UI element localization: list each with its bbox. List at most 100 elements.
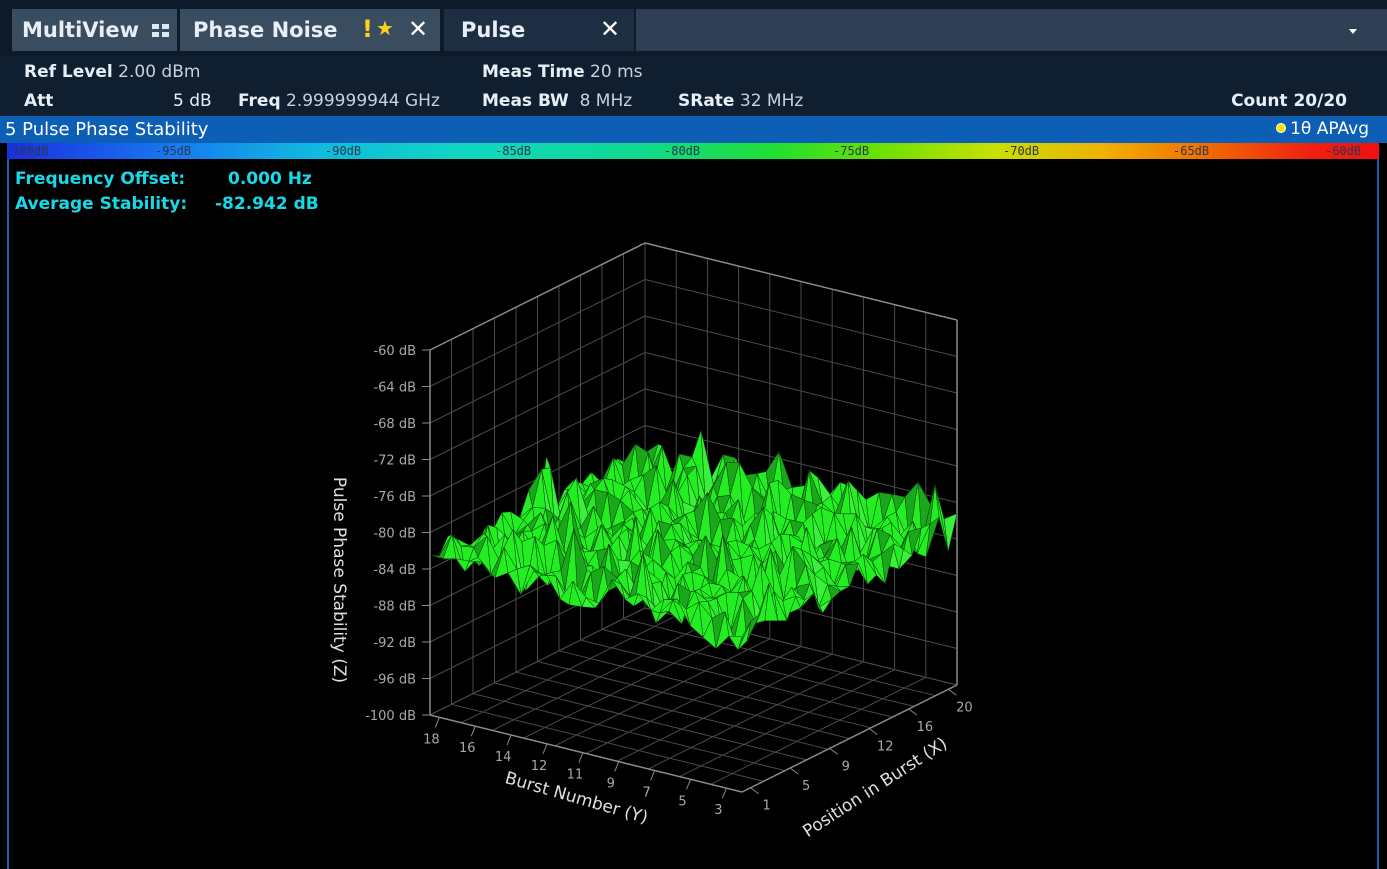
frequency-offset-value: 0.000 Hz [228,169,312,189]
z-tick-label: -60 dB [373,344,416,359]
z-tick-label: -96 dB [373,673,416,688]
x-tick-mark [829,747,839,755]
axis-edge [429,714,743,793]
tab-multiview[interactable]: MultiView [12,9,177,51]
z-tick-label: -76 dB [373,490,416,505]
trace-info: 1θ APAvg [1276,119,1369,139]
tab-bar: MultiView Phase Noise ! ★ ✕ Pulse ✕ [0,0,1387,56]
z-tick-label: -84 dB [373,563,416,578]
surface-facet [585,597,600,609]
tab-pulse-label: Pulse [461,18,526,42]
axis-edge [741,684,958,793]
count-readout: Count 20/20 [1231,91,1347,111]
axis-edge [429,242,646,351]
color-scale-label: -65dB [1173,144,1210,158]
floor-gridline [710,676,927,785]
y-tick-label: 18 [423,732,440,747]
tab-phase-noise-label: Phase Noise [193,18,338,42]
surface-facet [715,611,730,650]
color-scale-label: -75dB [833,144,870,158]
floor-gridline [472,693,786,772]
y-tick-label: 9 [607,777,615,792]
y-tick-mark [686,779,691,790]
frequency-offset-label: Frequency Offset: [15,169,186,189]
surface-facet [546,574,561,600]
back-wall-gridline [644,315,958,394]
side-wall-gridline [429,315,646,424]
z-tick-label: -80 dB [373,527,416,542]
x-tick-mark [868,728,878,736]
color-scale-label: -85dB [495,144,532,158]
x-tick-label: 5 [802,779,810,794]
surface-facet [520,564,535,596]
floor-gridline [679,669,895,778]
color-scale-bar: -100dB -95dB -90dB -85dB -80dB -75dB -70… [5,143,1379,159]
y-tick-mark [578,752,584,763]
y-tick-label: 14 [495,750,512,765]
srate: SRate 32 MHz [678,91,804,111]
ref-level: Ref Level 2.00 dBm [24,62,201,82]
star-icon: ★ [376,16,394,40]
surface-facet [702,617,717,650]
back-wall-gridline [644,425,958,503]
x-tick-label: 9 [842,759,850,774]
plot-area[interactable]: Frequency Offset: 0.000 Hz Average Stabi… [7,159,1379,869]
tab-phase-noise[interactable]: Phase Noise ! ★ ✕ [180,9,440,51]
surface-facet [624,593,639,607]
x-tick-mark [948,688,957,696]
y-tick-mark [542,743,548,755]
y-tick-mark [650,770,656,781]
x-tick-mark [789,767,799,775]
window-title-bar: 5 Pulse Phase Stability 1θ APAvg [0,116,1387,143]
y-tick-mark [506,734,512,746]
tab-pulse[interactable]: Pulse ✕ [444,9,634,51]
floor-gridline [648,661,864,770]
y-tick-mark [434,717,440,728]
back-wall-gridline [644,388,958,467]
floor-gridline [616,653,833,762]
y-tick-label: 12 [531,759,548,774]
surface-facet [494,547,509,579]
x-tick-mark [750,787,759,795]
z-tick-label: -68 dB [373,417,416,432]
x-tick-label: 20 [956,700,973,715]
color-scale-label: -70dB [1003,144,1040,158]
settings-bar: Ref Level 2.00 dBm Att 5 dB Freq 2.99999… [0,56,1387,116]
floor-gridline [451,703,764,782]
y-tick-label: 5 [678,794,686,809]
color-scale-label: -100dB [5,144,49,158]
meas-bw: Meas BW 8 MHz [482,91,633,111]
x-tick-label: 1 [762,799,770,814]
side-wall-gridline [429,279,646,387]
axis-edge [644,242,958,321]
multiview-grid-icon [152,24,170,37]
z-tick-label: -88 dB [373,600,416,615]
surface-facet [559,580,574,606]
surface-facet [637,593,652,611]
dropdown-arrow-icon[interactable] [1349,29,1357,34]
close-phase-noise-icon[interactable]: ✕ [408,15,429,43]
att-value: 5 dB [173,91,212,111]
y-tick-label: 16 [459,741,476,756]
color-scale-label: -60dB [1325,144,1362,158]
y-tick-label: 7 [642,785,650,800]
y-tick-label: 11 [567,768,584,783]
surface-facet [689,601,704,638]
warning-icon: ! [362,15,373,43]
freq: Freq 2.999999944 GHz [238,91,440,111]
z-tick-label: -72 dB [373,454,416,469]
surface-facet [676,598,691,626]
surface-facet [507,568,522,596]
floor-gridline [537,661,850,739]
x-tick-mark [908,708,918,716]
average-stability-value: -82.942 dB [215,194,319,214]
meas-time: Meas Time 20 ms [482,62,643,82]
surface-facet [533,570,548,576]
surface-facet [572,580,587,608]
surface-facet [650,598,665,614]
y-tick-mark [721,787,727,799]
tab-bar-background [636,9,1387,51]
close-pulse-icon[interactable]: ✕ [600,15,621,43]
att-label: Att [24,91,54,111]
back-wall-gridline [644,279,958,357]
